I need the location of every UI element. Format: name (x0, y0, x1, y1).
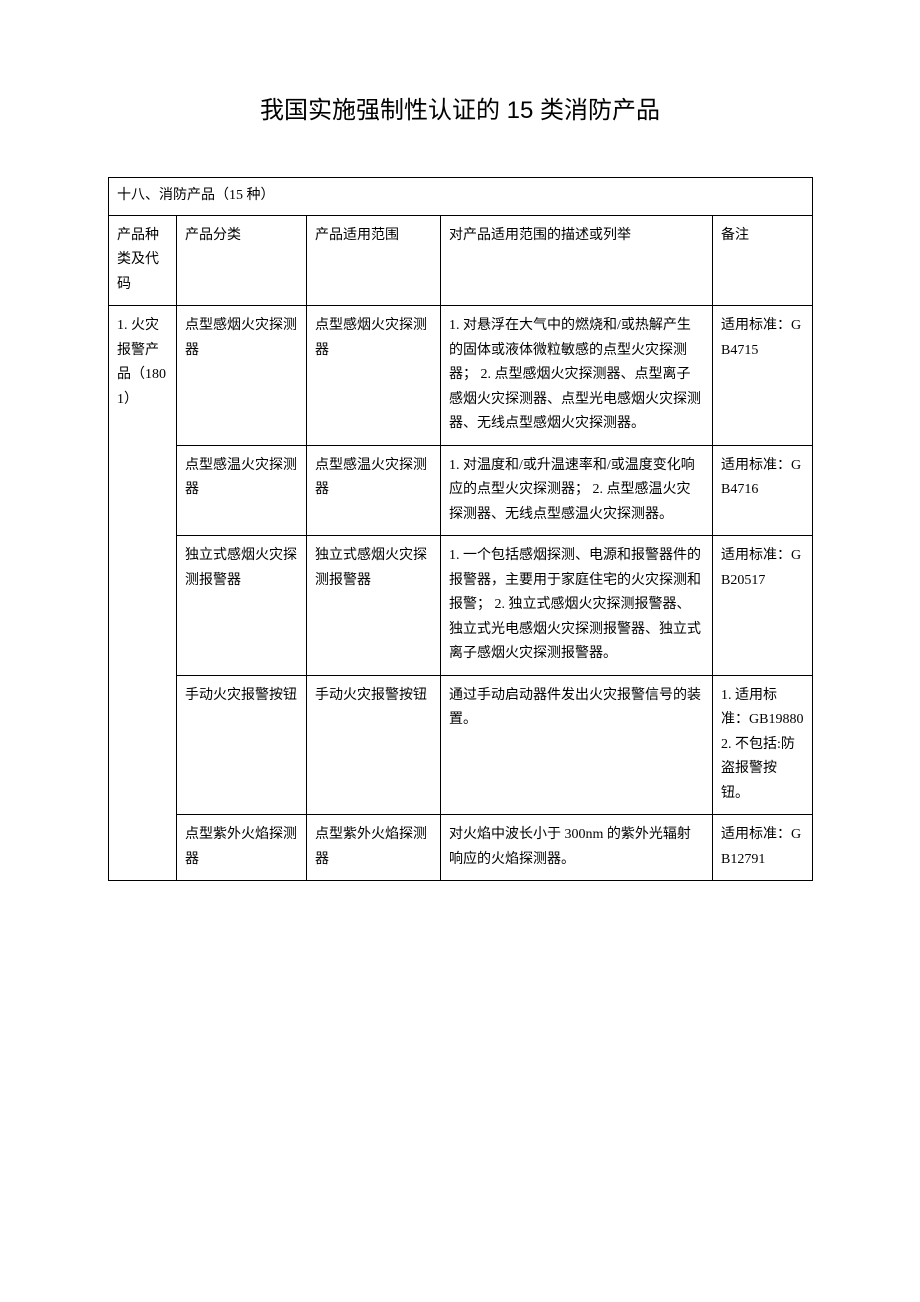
table-row: 1. 火灾报警产品（1801） 点型感烟火灾探测器 点型感烟火灾探测器 1. 对… (109, 306, 813, 446)
cell-scope: 点型感温火灾探测器 (307, 445, 441, 536)
cell-description: 1. 对悬浮在大气中的燃烧和/或热解产生的固体或液体微粒敏感的点型火灾探测器； … (441, 306, 713, 446)
table-row: 点型紫外火焰探测器 点型紫外火焰探测器 对火焰中波长小于 300nm 的紫外光辐… (109, 815, 813, 881)
cell-classification: 点型紫外火焰探测器 (177, 815, 307, 881)
cell-classification: 独立式感烟火灾探测报警器 (177, 536, 307, 676)
cell-scope: 手动火灾报警按钮 (307, 675, 441, 815)
cell-description: 1. 一个包括感烟探测、电源和报警器件的报警器，主要用于家庭住宅的火灾探测和报警… (441, 536, 713, 676)
cell-description: 对火焰中波长小于 300nm 的紫外光辐射响应的火焰探测器。 (441, 815, 713, 881)
section-header-cell: 十八、消防产品（15 种） (109, 178, 813, 216)
col-header-scope: 产品适用范围 (307, 215, 441, 306)
cell-classification: 手动火灾报警按钮 (177, 675, 307, 815)
col-header-cat-code: 产品种类及代码 (109, 215, 177, 306)
col-header-description: 对产品适用范围的描述或列举 (441, 215, 713, 306)
cell-remark: 1. 适用标准：GB19880 2. 不包括:防盗报警按钮。 (713, 675, 813, 815)
cell-description: 1. 对温度和/或升温速率和/或温度变化响应的点型火灾探测器； 2. 点型感温火… (441, 445, 713, 536)
cell-scope: 独立式感烟火灾探测报警器 (307, 536, 441, 676)
col-header-classification: 产品分类 (177, 215, 307, 306)
cell-remark: 适用标准：GB12791 (713, 815, 813, 881)
cell-remark: 适用标准：GB20517 (713, 536, 813, 676)
cell-description: 通过手动启动器件发出火灾报警信号的装置。 (441, 675, 713, 815)
cell-remark: 适用标准：GB4716 (713, 445, 813, 536)
cell-cat-code: 1. 火灾报警产品（1801） (109, 306, 177, 881)
table-row: 点型感温火灾探测器 点型感温火灾探测器 1. 对温度和/或升温速率和/或温度变化… (109, 445, 813, 536)
table-row: 独立式感烟火灾探测报警器 独立式感烟火灾探测报警器 1. 一个包括感烟探测、电源… (109, 536, 813, 676)
cell-scope: 点型紫外火焰探测器 (307, 815, 441, 881)
cell-classification: 点型感温火灾探测器 (177, 445, 307, 536)
cell-remark: 适用标准：GB4715 (713, 306, 813, 446)
product-table: 十八、消防产品（15 种） 产品种类及代码 产品分类 产品适用范围 对产品适用范… (108, 177, 813, 881)
cell-classification: 点型感烟火灾探测器 (177, 306, 307, 446)
section-header-row: 十八、消防产品（15 种） (109, 178, 813, 216)
page-title: 我国实施强制性认证的 15 类消防产品 (108, 90, 812, 125)
col-header-remark: 备注 (713, 215, 813, 306)
cell-scope: 点型感烟火灾探测器 (307, 306, 441, 446)
table-row: 手动火灾报警按钮 手动火灾报警按钮 通过手动启动器件发出火灾报警信号的装置。 1… (109, 675, 813, 815)
column-header-row: 产品种类及代码 产品分类 产品适用范围 对产品适用范围的描述或列举 备注 (109, 215, 813, 306)
